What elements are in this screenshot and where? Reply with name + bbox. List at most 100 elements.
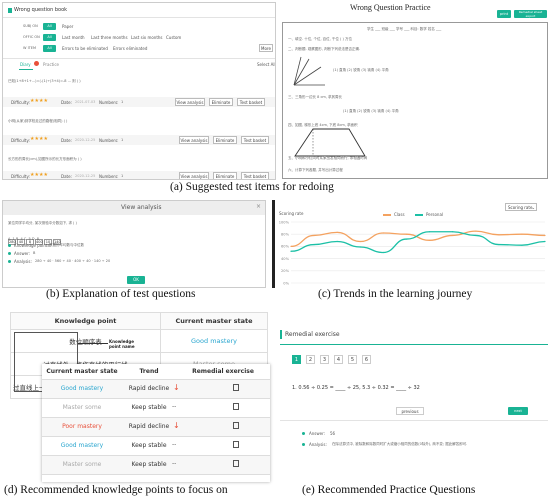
data-point-personal: [359, 246, 361, 248]
kp-name[interactable]: 数位顺序表: [10, 329, 161, 353]
filter-row-wrong: W ITEM All Errors to be eliminated Error…: [23, 44, 275, 53]
data-point-personal: [475, 234, 477, 237]
answer-value: 56: [330, 431, 336, 436]
test-basket-button[interactable]: Test basket: [237, 98, 265, 106]
test-basket-button[interactable]: Test basket: [241, 172, 269, 179]
table-row: Poor mastery Rapid decline ↓: [42, 417, 270, 437]
table-row: Good mastery Rapid decline ↓: [42, 379, 270, 399]
bullet-icon: [302, 443, 305, 446]
value-bubble: 10: [44, 239, 52, 245]
date-label: Date:: [61, 100, 72, 105]
scoring-rate-dropdown[interactable]: Scoring rate ⌄: [505, 203, 537, 211]
data-point-class: [521, 233, 523, 235]
date-value: 2020-12-25: [75, 174, 96, 178]
exercise-icon[interactable]: [233, 441, 239, 448]
filter-chip-all[interactable]: All: [43, 34, 56, 41]
page-3[interactable]: 3: [320, 355, 329, 364]
remedial-export-button[interactable]: Remedial sheet export: [514, 10, 547, 18]
eliminate-button[interactable]: Eliminate: [209, 98, 233, 106]
trapezoid-figure: [294, 128, 366, 157]
answer-choices: A. 1 B. 4 C. 5 D. 8: [8, 237, 40, 241]
next-button[interactable]: next: [508, 407, 528, 415]
value-bubble: 280: [8, 239, 16, 245]
data-point-class: [382, 232, 384, 234]
remedial-cell: --: [172, 398, 270, 418]
previous-button[interactable]: previous: [396, 407, 424, 415]
filter-option[interactable]: Custom: [166, 35, 182, 40]
chevron-down-icon: ⌄: [531, 205, 535, 210]
eliminate-button[interactable]: Eliminate: [213, 136, 237, 144]
data-point-class: [336, 231, 338, 233]
remedial-exercise-panel: Remedial exercise 1 2 3 4 5 6 1. 0.56 ÷ …: [280, 326, 548, 480]
question-footer: Difficulty: ★★★★ Date: 2020-12-25 Number…: [3, 171, 275, 179]
kp-value: 数据的平均数与中位数: [49, 243, 84, 247]
page-2[interactable]: 2: [306, 355, 315, 364]
filter-option[interactable]: Paper: [62, 24, 74, 29]
test-basket-button[interactable]: Test basket: [241, 136, 269, 144]
filter-chip-all[interactable]: All: [43, 45, 56, 52]
filter-option[interactable]: Last three months: [91, 35, 128, 40]
view-analysis-button[interactable]: View analysis: [179, 136, 209, 144]
select-all-checkbox[interactable]: Select All: [257, 62, 276, 67]
question-text: 小明(从家)到学校走过的路程(相同) ( ): [8, 119, 68, 123]
filter-row-time: ОFFIC ON All Last month Last three month…: [23, 34, 263, 42]
practice-title: Wrong Question Practice: [350, 3, 431, 12]
remedial-cell: --: [172, 436, 270, 456]
filter-option[interactable]: Last month: [62, 35, 85, 40]
exercise-icon[interactable]: [233, 460, 239, 467]
sheet-question: 二、判断题. 观察图形, 判断下列说法是否正确.: [288, 47, 361, 51]
analysis-label: Analysis:: [309, 442, 327, 447]
data-point-personal: [521, 244, 523, 246]
sheet-question: 一、填空. 十位, 个位, 百位, 千位 ( ) 万位: [288, 37, 352, 41]
state-cell: Good mastery: [42, 436, 122, 456]
filter-option[interactable]: Errors eliminated: [113, 46, 148, 51]
print-button[interactable]: print: [497, 10, 511, 18]
filter-label: ОFFIC ON: [23, 35, 40, 39]
more-button[interactable]: More: [259, 44, 273, 52]
sheet-header: 学生 ___ 班级 ___ 学号 ___ 科目: 数学 姓名 ___: [367, 27, 442, 31]
difficulty-label: Difficulty:: [11, 174, 30, 179]
y-tick-label: 40%: [281, 257, 290, 261]
view-analysis-button[interactable]: View analysis: [175, 98, 205, 106]
page-4[interactable]: 4: [334, 355, 343, 364]
page-6[interactable]: 6: [362, 355, 371, 364]
kp-label: Knowledge points:: [14, 243, 51, 248]
tab-diary[interactable]: Diary: [20, 62, 31, 67]
col-trend: Trend: [122, 364, 176, 380]
panel-title: Wrong question book: [14, 7, 68, 13]
explanation-panel: View analysis × 某位同学平均分, 某次测验中分数如下, 求 ( …: [2, 200, 266, 288]
data-point-class: [452, 234, 454, 237]
legend-class-swatch: [383, 214, 391, 216]
data-point-class: [359, 240, 361, 243]
difficulty-stars: ★★★★: [30, 99, 48, 104]
bullet-icon: [302, 432, 305, 435]
eliminate-button[interactable]: Eliminate: [213, 172, 237, 179]
angle-figure: [293, 56, 325, 86]
filter-option[interactable]: Errors to be eliminated: [62, 46, 108, 51]
caption-b: (b) Explanation of test questions: [46, 288, 196, 300]
filter-option[interactable]: Last six months: [131, 35, 163, 40]
y-tick-label: 0%: [283, 281, 289, 285]
close-icon[interactable]: ×: [256, 203, 262, 210]
page-1[interactable]: 1: [292, 355, 301, 364]
data-point-personal: [290, 250, 292, 252]
exercise-icon[interactable]: [233, 384, 239, 391]
ok-button[interactable]: OK: [127, 276, 145, 284]
tab-practice[interactable]: Practice: [43, 62, 59, 67]
exercise-icon[interactable]: [233, 422, 239, 429]
filter-chip-all[interactable]: All: [43, 23, 56, 30]
master-state: Good mastery: [160, 329, 268, 353]
page-5[interactable]: 5: [348, 355, 357, 364]
view-analysis-button[interactable]: View analysis: [179, 172, 209, 179]
legend-personal-swatch: [415, 214, 423, 216]
value-bubble: 400: [35, 239, 43, 245]
header-title: View analysis: [121, 204, 162, 211]
data-point-personal: [428, 231, 431, 233]
caption-e: (e) Recommended Practice Questions: [302, 484, 476, 496]
exercise-icon[interactable]: [233, 403, 239, 410]
filter-label: W ITEM: [23, 46, 36, 50]
difficulty-label: Difficulty:: [11, 100, 30, 105]
filter-label: SUBJ ON: [23, 24, 38, 28]
trend-chart: 0% 20% 40% 60% 80% 100%: [279, 220, 546, 285]
bullet-icon: [8, 252, 11, 255]
